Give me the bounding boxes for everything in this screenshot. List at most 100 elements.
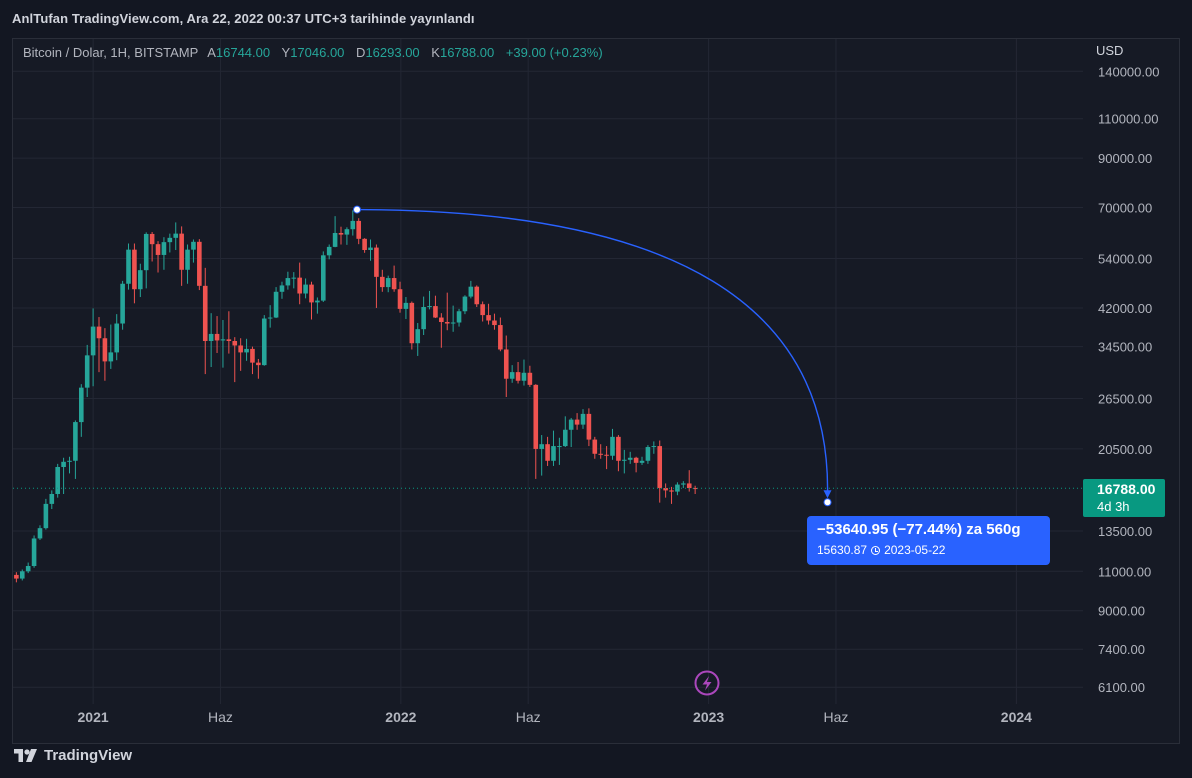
candle: [114, 314, 120, 361]
candle-body: [126, 249, 131, 284]
candle-body: [415, 329, 421, 344]
symbol-name: Bitcoin / Dolar, 1H, BITSTAMP: [23, 45, 199, 60]
candle: [427, 290, 432, 310]
candle: [627, 451, 633, 464]
candle: [592, 436, 598, 459]
candle: [167, 233, 173, 253]
candle-body: [486, 315, 491, 321]
open-value: 16744.00: [215, 45, 271, 60]
price-tick-label: 7400.00: [1098, 642, 1145, 657]
candle-body: [161, 242, 167, 255]
candle: [551, 430, 556, 466]
candle-body: [114, 323, 120, 353]
candle-body: [669, 490, 674, 492]
price-tick-label: 140000.00: [1098, 64, 1159, 79]
candle: [368, 239, 373, 261]
candle: [303, 278, 308, 299]
candle: [645, 445, 651, 464]
candle: [562, 416, 568, 448]
time-tick-label: 2021: [78, 709, 109, 725]
candle: [120, 280, 125, 330]
last-price: 16788.00: [1097, 481, 1156, 497]
price-tick-label: 110000.00: [1098, 112, 1159, 127]
candle-body: [232, 340, 238, 346]
candle-body: [598, 453, 603, 455]
candle: [350, 210, 356, 236]
price-tick-label: 20500.00: [1098, 442, 1152, 457]
candle: [31, 535, 37, 568]
candle-body: [78, 387, 84, 423]
candle: [509, 365, 515, 383]
candle: [138, 263, 143, 298]
candle-body: [315, 300, 320, 303]
candle-body: [96, 326, 102, 339]
candle: [444, 292, 450, 331]
candle-body: [285, 278, 291, 286]
currency-label[interactable]: USD: [1096, 43, 1124, 58]
candle: [126, 243, 131, 290]
candle-body: [368, 247, 373, 251]
candle: [462, 295, 468, 315]
candle-body: [261, 318, 267, 366]
candle: [14, 572, 19, 583]
candle-body: [250, 348, 255, 363]
candle: [557, 437, 562, 465]
candle-body: [143, 233, 149, 271]
candle: [586, 408, 592, 447]
candle: [149, 232, 155, 262]
projection-arrow-head: [823, 490, 832, 499]
candle: [574, 413, 580, 430]
candle: [73, 420, 78, 479]
candle: [102, 328, 108, 381]
candle-body: [279, 285, 285, 292]
projection-callout[interactable]: −53640.95 (−77.44%) za 560g 15630.87 202…: [807, 516, 1050, 565]
projection-start-handle: [353, 205, 362, 214]
candle: [539, 435, 544, 476]
candle: [185, 244, 190, 284]
candle: [143, 232, 149, 289]
clock-icon: [871, 545, 881, 555]
candle: [356, 218, 362, 245]
candle: [639, 456, 645, 465]
candle: [214, 316, 220, 353]
candle: [238, 338, 243, 371]
candle-body: [256, 362, 261, 366]
candle-body: [309, 284, 314, 303]
brand-logo[interactable]: TradingView: [14, 747, 132, 764]
candle: [78, 384, 84, 437]
candle: [675, 482, 680, 496]
price-tick-label: 11000.00: [1098, 564, 1151, 579]
close-label: K: [431, 45, 440, 60]
candle-body: [639, 460, 645, 463]
candle-body: [332, 232, 338, 247]
candle-body: [55, 466, 60, 494]
candle: [681, 481, 686, 489]
candle-body: [303, 284, 308, 294]
candle-body: [515, 372, 521, 381]
chart-frame[interactable]: [12, 38, 1180, 744]
candle-body: [456, 311, 462, 323]
candle-body: [645, 447, 651, 461]
candle: [108, 324, 114, 369]
flash-icon[interactable]: [694, 670, 720, 696]
price-tick-label: 70000.00: [1098, 201, 1152, 216]
candle: [49, 490, 55, 510]
candle-body: [527, 372, 533, 385]
candle-body: [503, 349, 509, 379]
candle-body: [391, 278, 397, 290]
candle: [326, 244, 332, 260]
candle: [545, 436, 550, 466]
candles: [14, 210, 698, 583]
candle-body: [191, 241, 196, 250]
candle: [179, 226, 184, 286]
candle-body: [492, 320, 497, 326]
candle: [267, 305, 273, 328]
candle: [415, 323, 421, 356]
footer: [0, 744, 1192, 778]
candle-body: [421, 307, 426, 330]
price-tick-label: 13500.00: [1098, 524, 1152, 539]
low-label: D: [356, 45, 366, 60]
candle-body: [132, 249, 137, 290]
candle-body: [622, 459, 627, 461]
